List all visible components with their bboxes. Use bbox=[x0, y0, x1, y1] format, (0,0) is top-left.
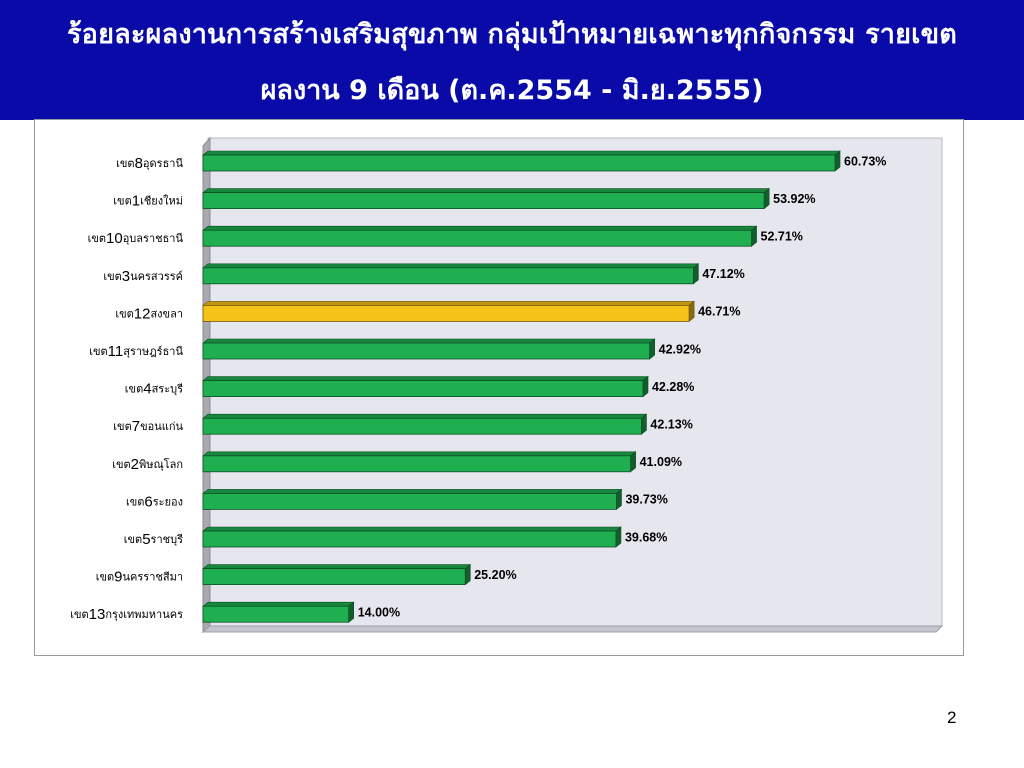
bar-top-11 bbox=[202, 564, 472, 569]
plot-floor bbox=[201, 625, 944, 633]
bar-top-7 bbox=[202, 413, 648, 419]
category-label-12: เขต13กรุงเทพมหานคร bbox=[70, 606, 183, 623]
bar-6 bbox=[202, 380, 644, 398]
bar-4 bbox=[202, 304, 690, 322]
bar-top-4 bbox=[202, 301, 695, 306]
value-label-3: 47.12% bbox=[702, 267, 744, 281]
category-label-9: เขต6ระยอง bbox=[126, 493, 183, 510]
category-label-3: เขต3นครสวรรค์ bbox=[103, 268, 183, 285]
value-label-6: 42.28% bbox=[652, 380, 694, 394]
bar-top-6 bbox=[202, 376, 649, 381]
category-label-10: เขต5ราชบุรี bbox=[124, 531, 183, 548]
value-label-7: 42.13% bbox=[650, 417, 692, 431]
slide-subtitle: ผลงาน 9 เดือน (ต.ค.2554 - มิ.ย.2555) bbox=[260, 75, 764, 106]
category-label-8: เขต2พิษณุโลก bbox=[112, 456, 183, 473]
value-label-2: 52.71% bbox=[761, 229, 803, 243]
bar-chart: 60.73% เขต8อุดรธานี 53.92% เขต1เชียงใหม่ 52.… bbox=[70, 136, 944, 634]
slide-title: ร้อยละผลงานการสร้างเสริมสุขภาพ กลุ่มเป้า… bbox=[66, 19, 958, 50]
value-label-12: 14.00% bbox=[358, 605, 400, 619]
bar-10 bbox=[202, 530, 617, 548]
bar-top-1 bbox=[202, 188, 770, 193]
value-label-4: 46.71% bbox=[698, 305, 740, 319]
bar-top-9 bbox=[202, 489, 623, 494]
bar-top-10 bbox=[202, 526, 622, 532]
category-label-11: เขต9นครราชสีมา bbox=[96, 569, 183, 586]
bar-12 bbox=[202, 605, 350, 623]
bar-top-8 bbox=[202, 451, 637, 457]
bar-9 bbox=[202, 492, 617, 510]
bar-top-12 bbox=[202, 601, 355, 607]
bar-top-2 bbox=[202, 225, 758, 231]
page-number: 2 bbox=[947, 708, 957, 727]
category-label-4: เขต12สงขลา bbox=[115, 305, 183, 322]
bar-7 bbox=[202, 417, 642, 435]
category-label-2: เขต10อุบลราชธานี bbox=[88, 230, 184, 247]
value-label-0: 60.73% bbox=[844, 154, 886, 168]
slide-header: ร้อยละผลงานการสร้างเสริมสุขภาพ กลุ่มเป้า… bbox=[0, 0, 1024, 120]
bar-5 bbox=[202, 342, 651, 360]
value-label-1: 53.92% bbox=[773, 192, 815, 206]
value-label-9: 39.73% bbox=[625, 493, 667, 507]
value-label-8: 41.09% bbox=[640, 455, 682, 469]
chart-frame: 60.73% เขต8อุดรธานี 53.92% เขต1เชียงใหม่ 52.… bbox=[34, 119, 964, 656]
bar-top-3 bbox=[202, 263, 700, 269]
value-label-10: 39.68% bbox=[625, 530, 667, 544]
bar-2 bbox=[202, 229, 752, 247]
category-label-1: เขต1เชียงใหม่ bbox=[113, 193, 183, 210]
bar-top-5 bbox=[202, 338, 656, 344]
category-label-5: เขต11สุราษฎร์ธานี bbox=[89, 343, 183, 360]
bar-11 bbox=[202, 568, 466, 586]
bar-8 bbox=[202, 455, 632, 473]
category-label-6: เขต4สระบุรี bbox=[125, 381, 183, 398]
bar-0 bbox=[202, 154, 836, 172]
value-label-11: 25.20% bbox=[474, 568, 516, 582]
category-label-7: เขต7ขอนแก่น bbox=[113, 418, 183, 435]
bar-top-0 bbox=[202, 150, 841, 156]
bar-3 bbox=[202, 267, 694, 285]
value-label-5: 42.92% bbox=[659, 342, 701, 356]
bar-1 bbox=[202, 192, 765, 209]
category-label-0: เขต8อุดรธานี bbox=[116, 155, 183, 172]
